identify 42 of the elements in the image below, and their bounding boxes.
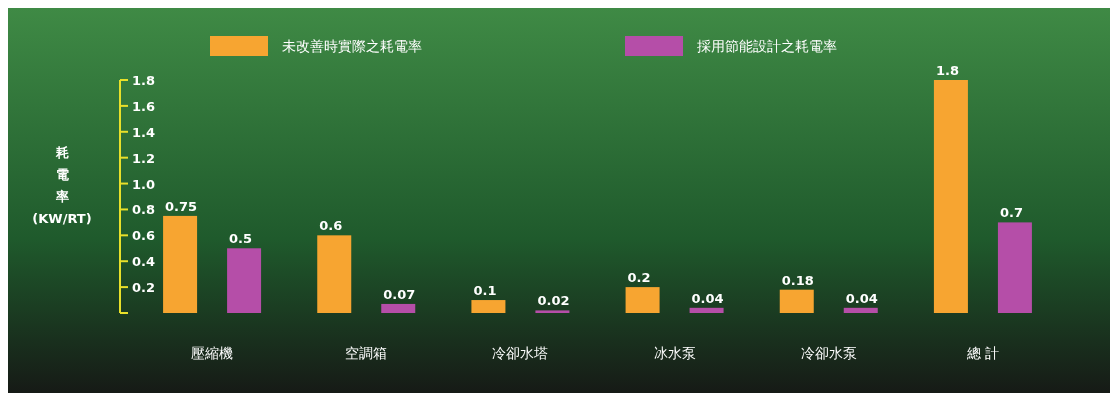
bar — [779, 289, 814, 313]
bar — [317, 235, 352, 313]
y-tick-label: 1.4 — [132, 124, 156, 140]
y-axis-title: 耗電率(KW/RT) — [32, 145, 92, 226]
data-label: 0.1 — [473, 283, 497, 299]
data-label: 0.04 — [691, 290, 724, 306]
y-tick-label: 0.8 — [132, 202, 156, 218]
y-tick-label: 1.2 — [132, 150, 156, 166]
data-label: 0.7 — [999, 205, 1023, 221]
data-label: 0.04 — [845, 290, 878, 306]
bar — [997, 222, 1032, 313]
y-tick-label: 0.4 — [132, 254, 156, 270]
x-tick-label: 冷卻水塔 — [492, 345, 549, 361]
data-label: 0.02 — [537, 293, 570, 309]
bar — [625, 287, 660, 313]
x-tick-label: 空調箱 — [345, 345, 388, 361]
x-tick-label: 冰水泵 — [653, 345, 696, 361]
y-tick-label: 0.6 — [132, 228, 156, 244]
bar — [535, 310, 570, 313]
legend-label: 未改善時實際之耗電率 — [282, 38, 422, 54]
data-label: 0.5 — [229, 231, 253, 247]
bar — [843, 307, 878, 313]
x-tick-label: 壓縮機 — [191, 345, 234, 361]
data-label: 0.75 — [165, 198, 198, 214]
data-label: 0.6 — [319, 218, 343, 234]
bar — [163, 215, 198, 313]
data-label: 0.07 — [383, 286, 416, 302]
data-label: 0.18 — [781, 272, 814, 288]
bar — [689, 307, 724, 313]
y-tick-label: 1.6 — [132, 98, 156, 114]
bar — [227, 248, 262, 313]
y-tick-label: 1.8 — [132, 73, 156, 88]
y-tick-label: 1.0 — [132, 176, 156, 192]
data-label: 1.8 — [935, 63, 959, 78]
x-tick-label: 冷卻水泵 — [800, 345, 857, 361]
bar — [933, 80, 968, 313]
x-tick-label: 總 計 — [965, 345, 1000, 361]
y-tick-label: 0.2 — [132, 280, 156, 296]
bar — [471, 300, 506, 313]
data-label: 0.2 — [627, 270, 651, 286]
legend-label: 採用節能設計之耗電率 — [697, 38, 837, 54]
bar — [381, 303, 416, 313]
